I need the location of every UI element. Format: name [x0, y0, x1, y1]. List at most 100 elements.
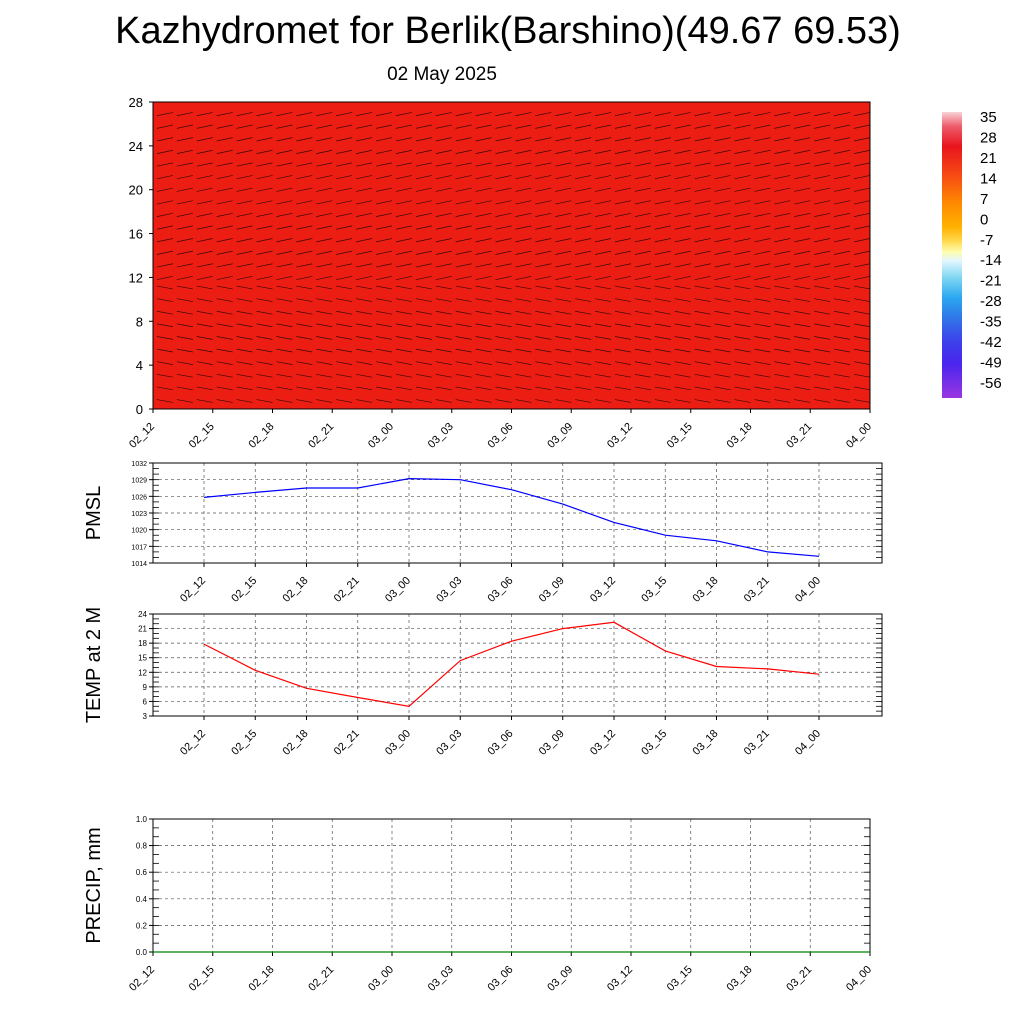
wind-barb	[156, 124, 173, 129]
wind-barb	[176, 310, 193, 315]
wind-barb	[515, 212, 532, 217]
wind-barb	[754, 212, 771, 217]
wind-barb	[296, 149, 313, 154]
wind-barb	[256, 175, 273, 180]
y-tick-label: 28	[129, 95, 143, 110]
wind-barb	[395, 149, 412, 154]
wind-barb	[535, 361, 552, 365]
wind-barb	[754, 336, 771, 340]
wind-barb	[814, 162, 831, 167]
wind-barb	[694, 200, 711, 205]
wind-barb	[834, 348, 851, 353]
wind-barb	[614, 250, 632, 255]
wind-barb	[156, 336, 173, 340]
wind-barb	[535, 175, 552, 180]
wind-barb	[814, 212, 831, 217]
wind-barb	[256, 238, 273, 243]
wind-barb	[614, 187, 632, 192]
wind-barb	[734, 275, 751, 281]
wind-barb	[256, 124, 273, 129]
wind-barb	[216, 310, 233, 315]
wind-barb	[555, 162, 572, 167]
wind-barb	[614, 238, 632, 243]
wind-barb	[774, 323, 791, 328]
wind-barb	[734, 348, 751, 353]
wind-barb	[614, 212, 632, 217]
wind-barb	[535, 275, 552, 281]
wind-barb	[634, 212, 651, 217]
wind-barb	[535, 298, 552, 302]
wind-barb	[654, 250, 671, 255]
wind-barb	[216, 124, 233, 129]
wind-barb	[853, 238, 871, 243]
wind-barb	[196, 149, 213, 154]
wind-barb	[256, 212, 273, 217]
wind-barb	[375, 225, 393, 230]
wind-barb	[336, 149, 353, 154]
wind-barb	[694, 386, 711, 391]
wind-barb	[595, 200, 612, 205]
wind-barb	[834, 250, 851, 255]
wind-barb	[535, 336, 552, 340]
wind-barb	[336, 361, 353, 365]
wind-barb	[176, 124, 193, 129]
wind-barb	[375, 263, 393, 268]
wind-barb	[176, 336, 193, 340]
wind-barb	[495, 373, 512, 378]
wind-barb	[455, 212, 472, 217]
wind-barb	[435, 373, 452, 378]
y-tick-label: 1026	[131, 494, 147, 501]
wind-barb	[455, 275, 472, 281]
wind-barb	[356, 348, 373, 353]
wind-barb	[495, 124, 512, 129]
wind-barb	[614, 310, 632, 315]
wind-barb	[336, 263, 353, 268]
wind-barb	[575, 212, 592, 217]
wind-barb	[455, 373, 472, 378]
wind-barb	[634, 112, 651, 117]
wind-barb	[475, 373, 492, 378]
wind-barb	[395, 175, 412, 180]
wind-barb	[415, 124, 432, 129]
wind-barb	[853, 162, 871, 167]
wind-barb	[555, 361, 572, 365]
wind-barb	[395, 373, 412, 378]
wind-barb	[455, 250, 472, 255]
wind-barb	[634, 238, 651, 243]
wind-barb	[156, 175, 173, 180]
wind-barb	[435, 285, 452, 290]
wind-barb	[256, 386, 273, 391]
wind-barb	[634, 250, 651, 255]
wind-barb	[455, 386, 472, 391]
wind-barb	[515, 361, 532, 365]
wind-barb	[774, 175, 791, 180]
wind-barb	[495, 386, 512, 391]
wind-barb	[714, 225, 731, 230]
colorbar-label: 35	[980, 109, 997, 126]
wind-barb	[714, 361, 731, 365]
wind-barb	[375, 200, 393, 205]
wind-barb	[375, 137, 393, 142]
wind-barb	[415, 112, 432, 117]
wind-barb	[475, 298, 492, 302]
wind-barb	[276, 336, 293, 340]
wind-barb	[176, 361, 193, 365]
wind-barb	[654, 112, 671, 117]
wind-barb	[176, 212, 193, 217]
wind-barb	[216, 112, 233, 117]
x-tick-label: 04_00	[844, 964, 874, 994]
wind-barb	[595, 212, 612, 217]
wind-barb	[734, 137, 751, 142]
wind-barb	[754, 250, 771, 255]
colorbar	[942, 112, 962, 398]
wind-barb	[634, 225, 651, 230]
x-tick-label: 03_00	[383, 575, 413, 605]
wind-barb	[555, 285, 572, 290]
wind-barb	[336, 225, 353, 230]
wind-barb	[834, 187, 851, 192]
colorbar-label: -56	[980, 375, 1002, 392]
wind-barb	[654, 137, 671, 142]
wind-barb	[296, 285, 313, 290]
wind-barb	[674, 323, 691, 328]
